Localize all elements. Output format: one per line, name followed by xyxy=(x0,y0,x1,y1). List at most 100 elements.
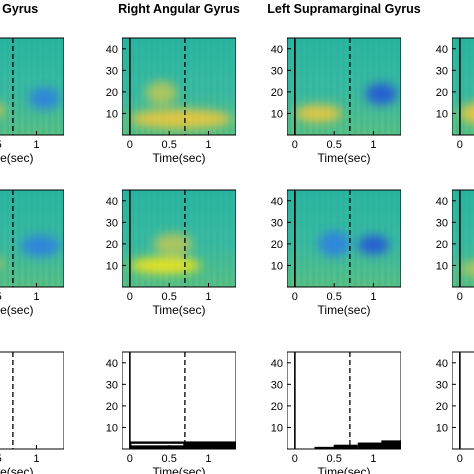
y-tick-label: 10 xyxy=(436,260,448,272)
panel-r0-c0 xyxy=(0,37,64,136)
x-tick-label: 0.5 xyxy=(327,453,342,465)
x-tick-label: 0 xyxy=(457,291,463,303)
y-tick-label: 40 xyxy=(106,44,118,56)
heatmap-blobs xyxy=(318,230,390,257)
y-tick-label: 40 xyxy=(106,196,118,208)
column-title: ular Gyrus xyxy=(0,2,38,16)
y-tick-label: 30 xyxy=(106,379,118,391)
heatmap-cell xyxy=(294,104,343,123)
x-tick-label: 0 xyxy=(457,453,463,465)
y-tick-label: 40 xyxy=(271,358,283,370)
x-axis-label: Time(sec) xyxy=(153,303,206,317)
x-tick-label: 1 xyxy=(205,453,211,465)
x-tick-label: .5 xyxy=(0,139,2,151)
y-tick-label: 40 xyxy=(436,358,448,370)
y-tick-label: 40 xyxy=(271,44,283,56)
x-tick-label: 1 xyxy=(370,139,376,151)
heatmap-blobs xyxy=(0,235,61,268)
y-tick-label: 30 xyxy=(436,65,448,77)
x-tick-label: 0 xyxy=(292,453,298,465)
y-tick-label: 30 xyxy=(271,65,283,77)
y-tick-label: 20 xyxy=(271,239,283,251)
y-tick-label: 20 xyxy=(436,401,448,413)
heatmap-blobs xyxy=(459,103,474,124)
x-tick-label: 1 xyxy=(205,291,211,303)
x-tick-label: 0 xyxy=(292,291,298,303)
panel-r0-c2 xyxy=(287,37,401,136)
y-tick-label: 30 xyxy=(106,217,118,229)
heatmap-blobs xyxy=(129,81,233,129)
y-tick-label: 10 xyxy=(271,260,283,272)
x-axis-label: Time(sec) xyxy=(318,303,371,317)
x-tick-label: 0 xyxy=(127,139,133,151)
heatmap-cell xyxy=(0,105,6,115)
heatmap-cell xyxy=(129,109,233,129)
x-tick-label: 0 xyxy=(457,139,463,151)
y-tick-label: 10 xyxy=(436,422,448,434)
heatmap-blobs xyxy=(129,233,201,275)
panel-frame xyxy=(0,189,64,288)
significance-background xyxy=(0,352,64,449)
heatmap-cell xyxy=(28,87,61,110)
y-tick-label: 20 xyxy=(106,87,118,99)
y-tick-label: 20 xyxy=(106,401,118,413)
y-tick-label: 10 xyxy=(271,422,283,434)
x-axis-label: Time(sec) xyxy=(0,151,33,165)
panel-frame xyxy=(287,351,401,450)
x-tick-label: .5 xyxy=(0,291,2,303)
x-axis-label: Time(sec) xyxy=(0,465,33,474)
heatmap-blobs xyxy=(294,83,398,123)
column-title: Right Angular Gyrus xyxy=(118,2,240,16)
x-tick-label: 0.5 xyxy=(162,291,177,303)
heatmap-blobs xyxy=(0,87,61,115)
panel-frame xyxy=(287,189,401,288)
x-tick-label: 1 xyxy=(205,139,211,151)
x-tick-label: 1 xyxy=(33,139,39,151)
panel-frame xyxy=(122,37,236,136)
y-tick-label: 10 xyxy=(106,108,118,120)
x-tick-label: 0.5 xyxy=(327,291,342,303)
heatmap-cell xyxy=(0,259,6,268)
heatmap-cell xyxy=(20,235,61,257)
x-axis-label: Time(sec) xyxy=(153,465,206,474)
x-tick-label: 0.5 xyxy=(327,139,342,151)
heatmap-cell xyxy=(459,261,474,276)
panel-r2-c3 xyxy=(452,351,474,450)
heatmap-cell xyxy=(318,230,350,257)
y-tick-label: 20 xyxy=(436,239,448,251)
y-tick-label: 30 xyxy=(271,379,283,391)
y-tick-label: 20 xyxy=(436,87,448,99)
significance-bar xyxy=(334,444,358,449)
y-tick-label: 30 xyxy=(106,65,118,77)
panel-r1-c3 xyxy=(452,189,474,288)
panel-r0-c3 xyxy=(452,37,474,136)
significance-bar xyxy=(184,441,236,449)
x-tick-label: 0.5 xyxy=(162,453,177,465)
panel-frame xyxy=(122,351,236,450)
significance-bar xyxy=(381,440,401,449)
x-axis-label: Time(sec) xyxy=(318,465,371,474)
y-tick-label: 30 xyxy=(436,379,448,391)
y-tick-label: 20 xyxy=(106,239,118,251)
y-tick-label: 10 xyxy=(436,108,448,120)
y-tick-label: 10 xyxy=(106,260,118,272)
x-tick-label: 1 xyxy=(33,291,39,303)
heatmap-cell xyxy=(365,83,398,105)
heatmap-cell xyxy=(357,235,390,255)
x-tick-label: 0.5 xyxy=(162,139,177,151)
panel-r1-c2 xyxy=(287,189,401,288)
panel-r2-c1 xyxy=(122,351,236,450)
x-tick-label: .5 xyxy=(0,453,2,465)
x-axis-label: Time(sec) xyxy=(0,303,33,317)
panel-frame xyxy=(287,37,401,136)
significance-bar xyxy=(129,445,236,449)
significance-background xyxy=(452,352,474,449)
y-tick-label: 40 xyxy=(106,358,118,370)
y-tick-label: 30 xyxy=(436,217,448,229)
panel-r1-c1 xyxy=(122,189,236,288)
heatmap-blobs xyxy=(459,261,474,276)
y-tick-label: 10 xyxy=(106,422,118,434)
y-tick-label: 20 xyxy=(271,401,283,413)
panel-r2-c2 xyxy=(287,351,401,450)
